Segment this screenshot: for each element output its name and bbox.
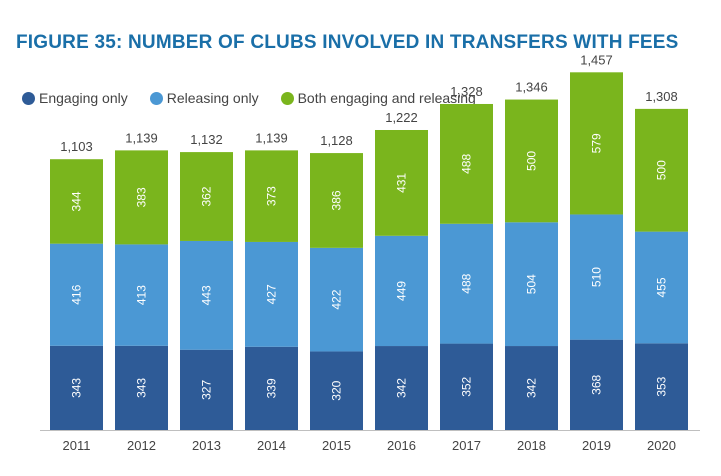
- data-label-releasing-only-2013: 443: [200, 285, 214, 305]
- bar-segment-engaging-only-2014: [245, 346, 298, 430]
- total-label-2014: 1,139: [255, 130, 288, 145]
- x-tick-label-2012: 2012: [127, 438, 156, 453]
- legend-swatch-engaging: [22, 91, 35, 105]
- bar-segment-both-2014: [245, 150, 298, 242]
- x-tick-label-2015: 2015: [322, 438, 351, 453]
- bar-segment-both-2015: [310, 153, 363, 248]
- bar-segment-both-2011: [50, 159, 103, 244]
- data-label-engaging-only-2013: 327: [200, 380, 214, 400]
- bar-segment-releasing-only-2016: [375, 235, 428, 347]
- data-label-releasing-only-2018: 504: [525, 274, 539, 294]
- data-label-both-2019: 579: [590, 133, 604, 153]
- data-label-engaging-only-2011: 343: [70, 378, 84, 398]
- chart-title: FIGURE 35: NUMBER OF CLUBS INVOLVED IN T…: [16, 32, 679, 53]
- data-label-both-2012: 383: [135, 187, 149, 207]
- bar-segment-engaging-only-2020: [635, 343, 688, 430]
- data-label-releasing-only-2011: 416: [70, 284, 84, 304]
- data-label-both-2013: 362: [200, 186, 214, 206]
- total-label-2019: 1,457: [580, 52, 613, 67]
- bar-segment-both-2012: [115, 150, 168, 245]
- total-label-2018: 1,346: [515, 80, 548, 95]
- x-tick-label-2013: 2013: [192, 438, 221, 453]
- bar-segment-engaging-only-2013: [180, 349, 233, 430]
- data-label-engaging-only-2017: 352: [460, 376, 474, 396]
- data-label-both-2014: 373: [265, 186, 279, 206]
- total-label-2015: 1,128: [320, 133, 353, 148]
- legend-item-releasing: Releasing only: [149, 90, 259, 106]
- bar-segment-releasing-only-2013: [180, 240, 233, 350]
- data-label-engaging-only-2014: 339: [265, 378, 279, 398]
- x-tick-label-2018: 2018: [517, 438, 546, 453]
- x-tick-label-2020: 2020: [647, 438, 676, 453]
- legend-item-both: Both engaging and releasing: [280, 90, 476, 106]
- data-label-engaging-only-2020: 353: [655, 376, 669, 396]
- bar-segment-releasing-only-2015: [310, 247, 363, 352]
- x-tick-label-2019: 2019: [582, 438, 611, 453]
- legend-item-engaging: Engaging only: [22, 90, 128, 106]
- data-label-releasing-only-2012: 413: [135, 285, 149, 305]
- data-label-both-2018: 500: [525, 151, 539, 171]
- legend-label-engaging: Engaging only: [39, 90, 128, 106]
- bar-segment-engaging-only-2016: [375, 346, 428, 430]
- bar-segment-both-2020: [635, 108, 688, 232]
- data-label-both-2017: 488: [460, 154, 474, 174]
- bar-segment-engaging-only-2019: [570, 339, 623, 430]
- data-label-releasing-only-2019: 510: [590, 267, 604, 287]
- data-label-releasing-only-2020: 455: [655, 277, 669, 297]
- legend-swatch-both: [280, 91, 294, 105]
- data-label-releasing-only-2015: 422: [330, 289, 344, 309]
- bar-segment-engaging-only-2011: [50, 345, 103, 430]
- data-label-releasing-only-2014: 427: [265, 284, 279, 304]
- legend-swatch-releasing: [149, 91, 163, 105]
- x-tick-label-2011: 2011: [63, 438, 91, 453]
- data-label-both-2011: 344: [70, 191, 84, 211]
- total-label-2020: 1,308: [645, 89, 678, 104]
- bar-segment-engaging-only-2017: [440, 343, 493, 430]
- x-tick-label-2014: 2014: [257, 438, 286, 453]
- bar-segment-releasing-only-2018: [505, 222, 558, 347]
- legend: Engaging only Releasing only Both engagi…: [22, 90, 498, 106]
- total-label-2011: 1,103: [60, 139, 93, 154]
- data-label-both-2015: 386: [330, 190, 344, 210]
- data-label-engaging-only-2012: 343: [135, 378, 149, 398]
- total-label-2016: 1,222: [385, 110, 418, 125]
- bar-segment-engaging-only-2018: [505, 346, 558, 430]
- data-label-releasing-only-2017: 488: [460, 273, 474, 293]
- bar-segment-releasing-only-2011: [50, 243, 103, 346]
- bar-segment-both-2016: [375, 129, 428, 236]
- bar-segment-releasing-only-2014: [245, 241, 298, 347]
- legend-label-releasing: Releasing only: [166, 90, 259, 106]
- total-label-2017: 1,328: [450, 84, 483, 99]
- bar-segment-releasing-only-2012: [115, 244, 168, 346]
- bar-segment-both-2017: [440, 103, 493, 224]
- bar-segment-releasing-only-2019: [570, 214, 623, 340]
- x-tick-label-2017: 2017: [452, 438, 481, 453]
- total-label-2012: 1,139: [125, 130, 158, 145]
- data-label-engaging-only-2015: 320: [330, 380, 344, 400]
- bar-segment-releasing-only-2017: [440, 223, 493, 344]
- bar-segment-both-2013: [180, 152, 233, 241]
- bar-segment-engaging-only-2015: [310, 351, 363, 430]
- bar-segment-releasing-only-2020: [635, 231, 688, 344]
- data-label-engaging-only-2016: 342: [395, 378, 409, 398]
- bar-segment-both-2018: [505, 99, 558, 223]
- data-label-both-2016: 431: [395, 173, 409, 193]
- data-label-both-2020: 500: [655, 160, 669, 180]
- data-label-releasing-only-2016: 449: [395, 281, 409, 301]
- total-label-2013: 1,132: [190, 132, 223, 147]
- bar-segment-both-2019: [570, 72, 623, 215]
- x-tick-label-2016: 2016: [387, 438, 416, 453]
- data-label-engaging-only-2019: 368: [590, 374, 604, 394]
- bar-segment-engaging-only-2012: [115, 345, 168, 430]
- data-label-engaging-only-2018: 342: [525, 378, 539, 398]
- legend-label-both: Both engaging and releasing: [297, 90, 476, 106]
